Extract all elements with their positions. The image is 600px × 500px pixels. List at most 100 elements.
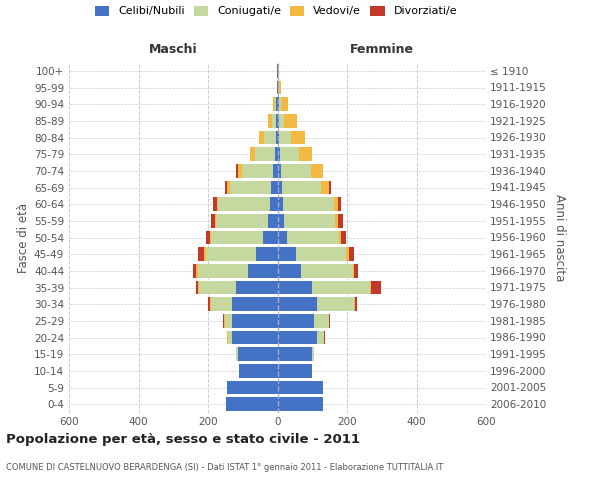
Bar: [283, 198, 334, 211]
Bar: [277, 364, 312, 378]
Bar: [238, 164, 242, 177]
Bar: [320, 180, 329, 194]
Bar: [250, 148, 254, 161]
Bar: [206, 230, 210, 244]
Bar: [277, 314, 314, 328]
Bar: [284, 214, 335, 228]
Bar: [277, 230, 287, 244]
Bar: [338, 230, 341, 244]
Bar: [277, 164, 281, 177]
Bar: [281, 98, 287, 111]
Bar: [259, 130, 263, 144]
Bar: [279, 98, 281, 111]
Bar: [353, 264, 354, 278]
Bar: [275, 148, 277, 161]
Bar: [217, 214, 268, 228]
Bar: [284, 114, 296, 128]
Bar: [277, 330, 317, 344]
Bar: [277, 398, 323, 411]
Bar: [277, 280, 312, 294]
Bar: [211, 230, 263, 244]
Y-axis label: Fasce di età: Fasce di età: [17, 202, 30, 272]
Bar: [349, 248, 354, 261]
Text: Popolazione per età, sesso e stato civile - 2011: Popolazione per età, sesso e stato civil…: [6, 432, 360, 446]
Bar: [254, 148, 275, 161]
Bar: [228, 330, 232, 344]
Bar: [268, 214, 277, 228]
Bar: [276, 130, 277, 144]
Bar: [248, 264, 277, 278]
Bar: [277, 348, 312, 361]
Bar: [197, 264, 248, 278]
Legend: Celibi/Nubili, Coniugati/e, Vedovi/e, Divorziati/e: Celibi/Nubili, Coniugati/e, Vedovi/e, Di…: [95, 6, 457, 16]
Bar: [371, 280, 381, 294]
Bar: [210, 230, 211, 244]
Bar: [263, 130, 276, 144]
Bar: [338, 198, 341, 211]
Bar: [317, 330, 324, 344]
Bar: [281, 164, 311, 177]
Bar: [355, 298, 358, 311]
Bar: [236, 164, 238, 177]
Bar: [193, 264, 196, 278]
Bar: [212, 198, 217, 211]
Bar: [227, 380, 277, 394]
Bar: [198, 280, 199, 294]
Bar: [230, 180, 271, 194]
Bar: [317, 298, 354, 311]
Bar: [271, 180, 277, 194]
Bar: [370, 280, 371, 294]
Bar: [272, 114, 276, 128]
Bar: [232, 298, 277, 311]
Bar: [346, 248, 349, 261]
Bar: [314, 314, 329, 328]
Bar: [338, 214, 343, 228]
Bar: [277, 180, 281, 194]
Bar: [224, 314, 232, 328]
Bar: [277, 148, 280, 161]
Bar: [277, 248, 296, 261]
Bar: [277, 130, 279, 144]
Bar: [232, 314, 277, 328]
Y-axis label: Anni di nascita: Anni di nascita: [553, 194, 566, 281]
Bar: [218, 198, 270, 211]
Bar: [334, 198, 338, 211]
Bar: [335, 214, 338, 228]
Bar: [280, 148, 299, 161]
Bar: [277, 380, 323, 394]
Bar: [270, 198, 277, 211]
Bar: [199, 280, 236, 294]
Bar: [232, 330, 277, 344]
Bar: [341, 230, 346, 244]
Bar: [274, 164, 277, 177]
Bar: [277, 114, 279, 128]
Bar: [277, 64, 278, 78]
Bar: [329, 314, 330, 328]
Bar: [196, 280, 198, 294]
Bar: [277, 298, 317, 311]
Bar: [256, 248, 277, 261]
Bar: [312, 348, 314, 361]
Bar: [211, 298, 232, 311]
Bar: [273, 98, 275, 111]
Bar: [292, 130, 305, 144]
Bar: [206, 248, 256, 261]
Bar: [299, 148, 311, 161]
Bar: [279, 114, 284, 128]
Bar: [276, 114, 277, 128]
Bar: [236, 280, 277, 294]
Bar: [236, 348, 238, 361]
Bar: [210, 298, 211, 311]
Bar: [354, 264, 358, 278]
Bar: [312, 280, 370, 294]
Text: Maschi: Maschi: [149, 43, 197, 56]
Bar: [287, 230, 338, 244]
Bar: [275, 98, 277, 111]
Bar: [354, 298, 355, 311]
Bar: [277, 214, 284, 228]
Bar: [225, 180, 227, 194]
Bar: [278, 80, 281, 94]
Bar: [281, 180, 320, 194]
Bar: [277, 264, 301, 278]
Bar: [196, 264, 197, 278]
